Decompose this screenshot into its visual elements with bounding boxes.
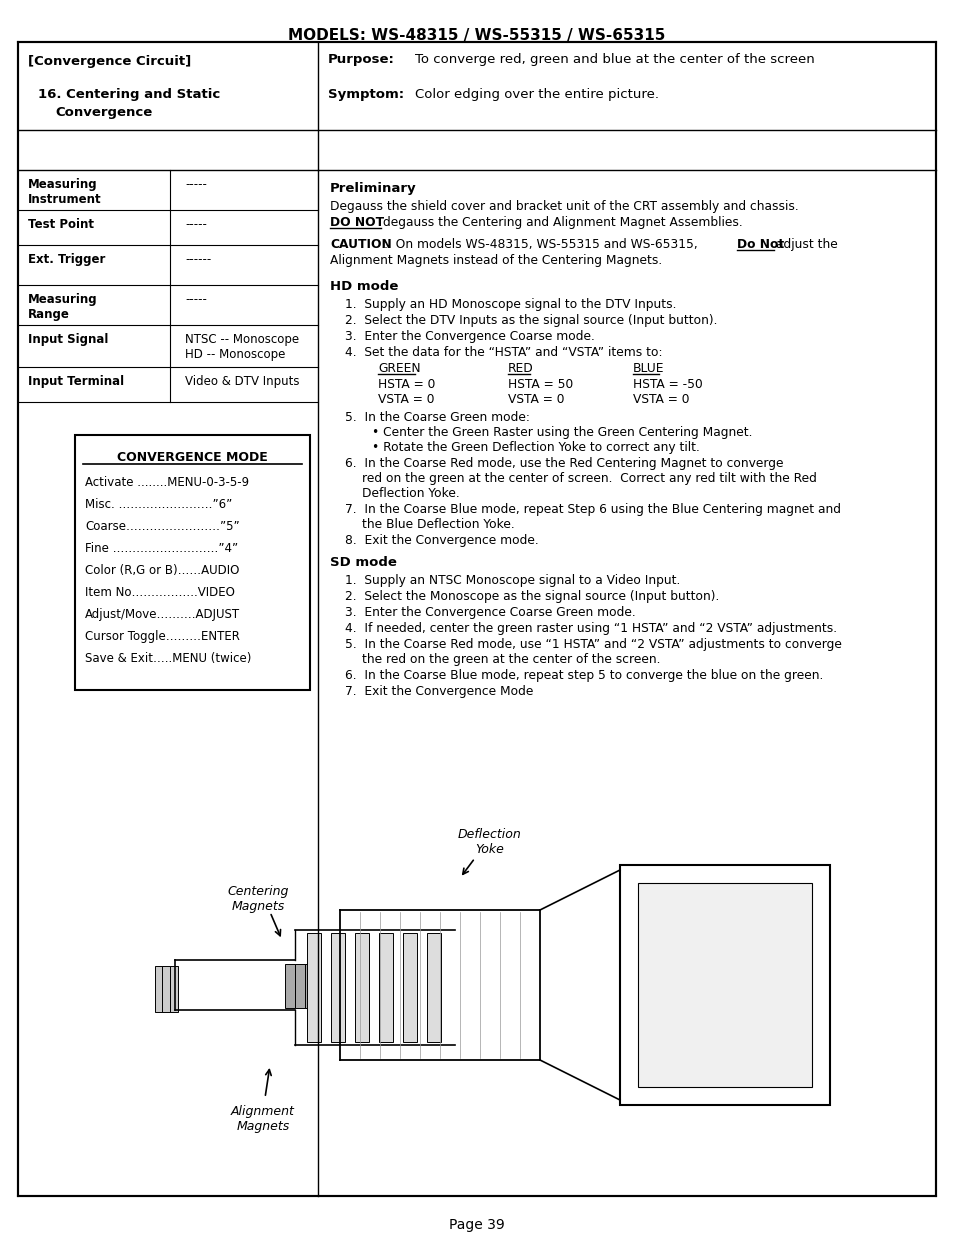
- Text: adjust the: adjust the: [775, 238, 837, 251]
- Text: 3.  Enter the Convergence Coarse Green mode.: 3. Enter the Convergence Coarse Green mo…: [345, 606, 635, 619]
- FancyBboxPatch shape: [75, 435, 310, 690]
- Bar: [331, 932, 345, 1042]
- Text: 1.  Supply an HD Monoscope signal to the DTV Inputs.: 1. Supply an HD Monoscope signal to the …: [345, 298, 676, 311]
- Text: :  On models WS-48315, WS-55315 and WS-65315,: : On models WS-48315, WS-55315 and WS-65…: [384, 238, 700, 251]
- Text: Cursor Toggle………ENTER: Cursor Toggle………ENTER: [85, 630, 239, 643]
- Text: Convergence: Convergence: [55, 106, 152, 119]
- Text: Yoke: Yoke: [475, 844, 504, 856]
- Bar: [294, 965, 305, 1008]
- Text: Video & DTV Inputs: Video & DTV Inputs: [185, 375, 299, 388]
- Text: • Rotate the Green Deflection Yoke to correct any tilt.: • Rotate the Green Deflection Yoke to co…: [372, 441, 700, 454]
- Bar: [402, 932, 416, 1042]
- Text: BLUE: BLUE: [633, 362, 664, 375]
- Text: Deflection Yoke.: Deflection Yoke.: [361, 487, 459, 500]
- Text: Color edging over the entire picture.: Color edging over the entire picture.: [415, 88, 659, 101]
- Text: Do Not: Do Not: [737, 238, 783, 251]
- Text: 6.  In the Coarse Red mode, use the Red Centering Magnet to converge: 6. In the Coarse Red mode, use the Red C…: [345, 457, 782, 471]
- Text: 5.  In the Coarse Green mode:: 5. In the Coarse Green mode:: [345, 411, 529, 424]
- Text: [Convergence Circuit]: [Convergence Circuit]: [28, 56, 191, 68]
- Text: red on the green at the center of screen.  Correct any red tilt with the Red: red on the green at the center of screen…: [361, 472, 816, 485]
- Text: Save & Exit…..MENU (twice): Save & Exit…..MENU (twice): [85, 652, 251, 664]
- Text: 16. Centering and Static: 16. Centering and Static: [38, 88, 220, 101]
- Text: SD mode: SD mode: [330, 556, 396, 569]
- Text: 2.  Select the DTV Inputs as the signal source (Input button).: 2. Select the DTV Inputs as the signal s…: [345, 314, 717, 327]
- Bar: [285, 965, 294, 1008]
- Bar: [355, 932, 369, 1042]
- Bar: [307, 932, 320, 1042]
- Text: HSTA = 0: HSTA = 0: [377, 378, 435, 391]
- Text: the red on the green at the center of the screen.: the red on the green at the center of th…: [361, 653, 659, 666]
- Text: Adjust/Move……….ADJUST: Adjust/Move……….ADJUST: [85, 608, 240, 621]
- Bar: [638, 883, 811, 1087]
- Text: Magnets: Magnets: [236, 1120, 290, 1132]
- Text: Preliminary: Preliminary: [330, 182, 416, 195]
- Text: VSTA = 0: VSTA = 0: [377, 393, 434, 406]
- Text: 4.  If needed, center the green raster using “1 HSTA” and “2 VSTA” adjustments.: 4. If needed, center the green raster us…: [345, 622, 836, 635]
- Text: HSTA = -50: HSTA = -50: [633, 378, 702, 391]
- Text: -----: -----: [185, 293, 207, 306]
- Bar: [619, 864, 829, 1105]
- FancyBboxPatch shape: [18, 42, 935, 1195]
- Text: VSTA = 0: VSTA = 0: [507, 393, 564, 406]
- Text: 5.  In the Coarse Red mode, use “1 HSTA” and “2 VSTA” adjustments to converge: 5. In the Coarse Red mode, use “1 HSTA” …: [345, 638, 841, 651]
- Text: 1.  Supply an NTSC Monoscope signal to a Video Input.: 1. Supply an NTSC Monoscope signal to a …: [345, 574, 679, 587]
- Text: Magnets: Magnets: [232, 900, 284, 913]
- Text: HSTA = 50: HSTA = 50: [507, 378, 573, 391]
- Text: Fine ………………………”4”: Fine ………………………”4”: [85, 542, 238, 555]
- Text: Deflection: Deflection: [457, 827, 521, 841]
- Text: Test Point: Test Point: [28, 219, 94, 231]
- Text: -----: -----: [185, 178, 207, 191]
- Text: GREEN: GREEN: [377, 362, 420, 375]
- Text: Coarse……………………”5”: Coarse……………………”5”: [85, 520, 239, 534]
- Text: NTSC -- Monoscope
HD -- Monoscope: NTSC -- Monoscope HD -- Monoscope: [185, 333, 299, 361]
- Text: Purpose:: Purpose:: [328, 53, 395, 65]
- Text: DO NOT: DO NOT: [330, 216, 384, 228]
- Text: 2.  Select the Monoscope as the signal source (Input button).: 2. Select the Monoscope as the signal so…: [345, 590, 719, 603]
- Bar: [162, 966, 170, 1011]
- Text: Alignment: Alignment: [231, 1105, 294, 1118]
- Text: Measuring
Instrument: Measuring Instrument: [28, 178, 102, 206]
- Text: Item No……………..VIDEO: Item No……………..VIDEO: [85, 585, 234, 599]
- Text: 3.  Enter the Convergence Coarse mode.: 3. Enter the Convergence Coarse mode.: [345, 330, 595, 343]
- Text: degauss the Centering and Alignment Magnet Assemblies.: degauss the Centering and Alignment Magn…: [382, 216, 742, 228]
- Text: -----: -----: [185, 219, 207, 231]
- Text: To converge red, green and blue at the center of the screen: To converge red, green and blue at the c…: [415, 53, 814, 65]
- Text: 4.  Set the data for the “HSTA” and “VSTA” items to:: 4. Set the data for the “HSTA” and “VSTA…: [345, 346, 661, 359]
- Text: Color (R,G or B)……AUDIO: Color (R,G or B)……AUDIO: [85, 564, 239, 577]
- Text: ------: ------: [185, 253, 211, 266]
- Text: VSTA = 0: VSTA = 0: [633, 393, 689, 406]
- Text: 7.  Exit the Convergence Mode: 7. Exit the Convergence Mode: [345, 685, 533, 698]
- Bar: [170, 966, 178, 1011]
- Text: MODELS: WS-48315 / WS-55315 / WS-65315: MODELS: WS-48315 / WS-55315 / WS-65315: [288, 28, 665, 43]
- Text: 8.  Exit the Convergence mode.: 8. Exit the Convergence mode.: [345, 534, 538, 547]
- Text: 7.  In the Coarse Blue mode, repeat Step 6 using the Blue Centering magnet and: 7. In the Coarse Blue mode, repeat Step …: [345, 503, 841, 516]
- Bar: [378, 932, 393, 1042]
- Text: CAUTION: CAUTION: [330, 238, 392, 251]
- Text: Page 39: Page 39: [449, 1218, 504, 1233]
- Text: Symptom:: Symptom:: [328, 88, 404, 101]
- Text: Degauss the shield cover and bracket unit of the CRT assembly and chassis.: Degauss the shield cover and bracket uni…: [330, 200, 798, 212]
- Text: Centering: Centering: [227, 885, 289, 898]
- Text: Ext. Trigger: Ext. Trigger: [28, 253, 105, 266]
- Text: the Blue Deflection Yoke.: the Blue Deflection Yoke.: [361, 517, 515, 531]
- Text: Misc. ……………………”6”: Misc. ……………………”6”: [85, 498, 232, 511]
- Text: 6.  In the Coarse Blue mode, repeat step 5 to converge the blue on the green.: 6. In the Coarse Blue mode, repeat step …: [345, 669, 822, 682]
- Bar: [305, 965, 314, 1008]
- Text: Measuring
Range: Measuring Range: [28, 293, 97, 321]
- Bar: [154, 966, 163, 1011]
- Text: Alignment Magnets instead of the Centering Magnets.: Alignment Magnets instead of the Centeri…: [330, 254, 661, 267]
- Text: HD mode: HD mode: [330, 280, 398, 293]
- Text: Activate ........MENU-0-3-5-9: Activate ........MENU-0-3-5-9: [85, 475, 249, 489]
- Text: Input Terminal: Input Terminal: [28, 375, 124, 388]
- Text: CONVERGENCE MODE: CONVERGENCE MODE: [117, 451, 268, 464]
- Text: • Center the Green Raster using the Green Centering Magnet.: • Center the Green Raster using the Gree…: [372, 426, 752, 438]
- Text: Input Signal: Input Signal: [28, 333, 109, 346]
- Text: RED: RED: [507, 362, 533, 375]
- Bar: [427, 932, 440, 1042]
